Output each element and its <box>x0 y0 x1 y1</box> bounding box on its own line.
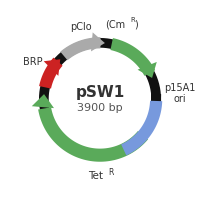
Polygon shape <box>138 62 157 78</box>
Text: BRP: BRP <box>23 57 42 67</box>
Text: ori: ori <box>173 94 186 104</box>
Polygon shape <box>39 58 63 89</box>
Text: Tet: Tet <box>88 171 103 181</box>
Text: (Cm: (Cm <box>105 19 125 29</box>
Polygon shape <box>44 59 60 76</box>
Text: p15A1: p15A1 <box>164 83 195 93</box>
Polygon shape <box>32 94 54 108</box>
Polygon shape <box>110 38 155 76</box>
Text: ): ) <box>135 19 138 29</box>
Polygon shape <box>91 32 105 51</box>
Text: pClo: pClo <box>70 22 92 32</box>
Text: R: R <box>130 17 135 23</box>
Polygon shape <box>60 37 100 60</box>
Text: 3900 bp: 3900 bp <box>77 103 123 113</box>
Polygon shape <box>38 107 148 162</box>
Text: R: R <box>108 168 114 177</box>
Polygon shape <box>121 101 162 155</box>
Text: pSW1: pSW1 <box>75 85 125 100</box>
